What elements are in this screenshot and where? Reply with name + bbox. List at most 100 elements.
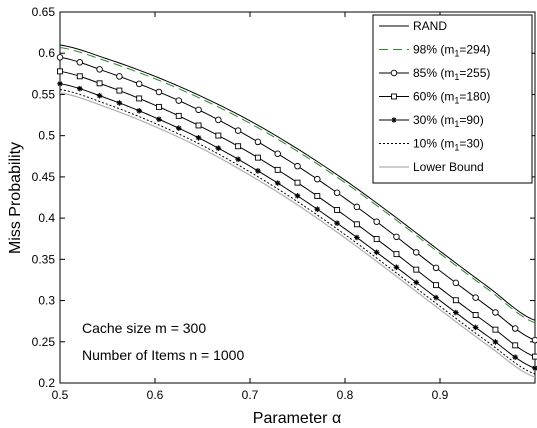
data-point-star [57,80,63,87]
legend-entry-5: 10% (m1=30) [413,137,484,153]
data-point-square [76,73,83,80]
y-tick-label: 0.6 [38,46,55,60]
data-point-square [215,132,222,139]
data-point-star [274,180,281,186]
data-point-star [413,279,420,286]
data-point-circle [393,233,400,241]
data-point-circle [116,73,123,80]
data-point-square [492,326,499,333]
data-point-star [235,156,241,163]
data-point-star [492,339,499,345]
data-point-star [354,234,360,241]
data-point-circle [274,150,281,157]
y-tick-label: 0.4 [38,211,55,225]
series-0 [59,44,536,321]
y-tick-label: 0.65 [32,5,56,19]
series-line [59,92,536,378]
data-point-circle [234,127,242,134]
data-point-square [235,143,242,150]
data-point-circle [432,264,440,272]
data-point-square [195,122,202,129]
data-point-star [373,249,380,256]
data-point-star [314,206,321,213]
data-point-circle [333,189,341,196]
legend: RAND 98% (m1=294) 85% (m1=255) 60% (m1=180)… [372,14,533,184]
series-3 [57,68,537,360]
data-point-square [353,221,360,228]
data-point-circle [175,97,182,104]
data-point-circle [452,279,460,287]
data-point-star [433,294,439,301]
data-point-circle [511,325,519,332]
y-tick-label: 0.45 [32,170,56,184]
data-point-circle [96,66,103,73]
data-point-star [175,125,182,131]
data-point-circle [195,106,202,114]
data-point-square [57,68,63,75]
x-tick-label: 0.6 [147,388,164,402]
data-point-star [76,85,83,92]
data-point-circle [294,162,301,170]
x-tick-label: 0.9 [432,388,449,402]
data-point-circle [353,203,361,211]
data-point-square [393,251,400,258]
data-point-square [254,154,261,161]
data-point-star [472,324,479,331]
data-point-circle [135,80,143,88]
x-tick-label: 0.8 [337,388,354,402]
data-point-circle [413,249,420,256]
series-1 [59,46,536,324]
data-point-star [294,193,301,199]
data-point-square [391,93,397,100]
data-point-circle [56,54,64,61]
series-6 [59,92,536,378]
data-point-star [156,116,162,123]
data-point-circle [76,59,84,66]
y-tick-label: 0.25 [32,335,56,349]
legend-entry-2: 85% (m1=255) [413,66,490,82]
data-point-square [96,80,103,87]
data-point-square [334,207,341,213]
data-point-star [532,365,537,371]
data-point-circle [314,175,321,183]
data-point-star [96,92,103,99]
data-point-square [136,95,143,102]
legend-entry-6: Lower Bound [413,160,484,174]
data-point-circle [155,88,163,96]
x-tick-label: 0.7 [242,388,259,402]
y-tick-label: 0.35 [32,252,56,266]
data-point-square [314,193,321,199]
data-point-star [195,134,202,141]
series-line [59,89,536,375]
y-tick-label: 0.2 [38,376,55,390]
data-point-circle [254,138,262,146]
annotation-number-items: Number of Items n = 1000 [82,347,244,363]
data-point-circle [390,69,398,77]
x-axis-label: Parameter α [253,410,341,427]
data-point-square [294,179,301,186]
data-point-square [274,166,281,173]
data-point-circle [215,116,222,124]
legend-entry-3: 60% (m1=180) [413,90,490,106]
data-point-square [373,236,380,243]
data-point-square [116,87,123,94]
y-tick-label: 0.55 [32,87,56,101]
legend-box [372,14,533,184]
series-line [59,44,536,321]
legend-entry-4: 30% (m1=90) [413,113,484,129]
series-4 [57,80,537,371]
data-point-star [453,309,459,316]
y-tick-label: 0.5 [38,129,55,143]
annotation-cache-size: Cache size m = 300 [82,320,206,336]
data-point-star [116,100,123,106]
data-point-circle [531,336,537,344]
data-point-square [452,297,459,304]
y-tick-label: 0.3 [38,294,55,308]
series-5 [59,89,536,375]
data-point-circle [373,218,380,225]
series-layer [56,44,537,378]
data-point-square [532,353,537,360]
series-line [59,46,536,324]
data-point-square [175,112,182,119]
legend-entry-1: 98% (m1=294) [413,43,490,59]
